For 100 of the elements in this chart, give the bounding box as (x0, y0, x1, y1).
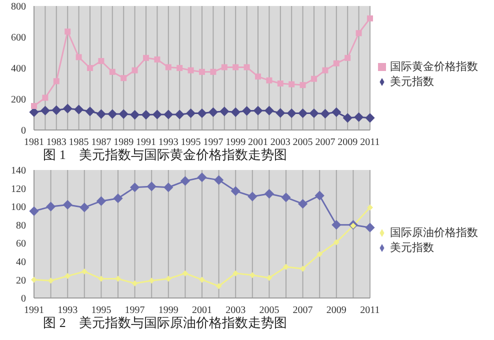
point (132, 280, 138, 286)
point (29, 206, 39, 216)
point (130, 182, 140, 192)
point (298, 199, 308, 209)
y-tick-label: 800 (11, 2, 26, 13)
y-tick-label: 120 (11, 184, 26, 195)
point (264, 188, 274, 199)
point (309, 108, 319, 118)
point (96, 196, 106, 206)
text: 图 2 美元指数与国际原油价格指数走势图 (43, 315, 287, 330)
point (248, 192, 258, 202)
x-tick-label: 1995 (180, 137, 201, 148)
point (199, 276, 205, 283)
point (311, 76, 317, 82)
point (53, 78, 60, 84)
point (109, 68, 116, 75)
y-tick-label: 0 (21, 126, 26, 137)
x-tick-label: 2005 (292, 137, 313, 148)
point (31, 276, 37, 283)
point (96, 109, 106, 119)
point (164, 110, 174, 120)
point (174, 110, 184, 120)
point (165, 64, 172, 70)
point (182, 270, 188, 276)
point (115, 276, 121, 282)
point (42, 94, 48, 101)
point (316, 251, 323, 258)
y-tick-label: 0 (21, 294, 26, 305)
point (230, 186, 240, 196)
point (64, 28, 71, 35)
x-tick-label: 2001 (192, 305, 212, 316)
point (31, 102, 37, 109)
x-tick-label: 2007 (292, 305, 313, 316)
point (132, 67, 138, 74)
point (300, 266, 306, 272)
point (214, 175, 224, 185)
y-tick-label: 80 (16, 220, 26, 232)
point (85, 106, 95, 116)
point (98, 58, 104, 64)
point (108, 109, 118, 119)
x-tick-label: 1983 (46, 137, 66, 148)
point (314, 190, 324, 200)
point (253, 106, 263, 116)
x-tick-label: 1993 (158, 137, 178, 148)
point (48, 278, 54, 284)
point (52, 105, 62, 115)
point (342, 113, 352, 123)
x-tick-label: 2011 (360, 137, 380, 148)
point (264, 106, 274, 116)
point (242, 106, 252, 116)
x-tick-label: 1999 (158, 305, 178, 316)
point (276, 108, 286, 118)
point (216, 283, 222, 290)
point (165, 276, 172, 282)
x-tick-label: 1993 (58, 305, 78, 316)
x-tick-label: 2011 (360, 305, 380, 316)
x-tick-label: 2009 (326, 305, 346, 316)
point (76, 54, 82, 60)
point (255, 74, 261, 80)
point (365, 222, 375, 232)
point (146, 182, 156, 192)
legend-label: 美元指数 (390, 76, 434, 88)
y-tick-label: 100 (11, 202, 26, 214)
y-tick-label: 200 (11, 94, 26, 106)
point (152, 110, 162, 120)
point (164, 182, 174, 192)
x-tick-label: 1991 (24, 305, 44, 316)
x-tick-label: 1999 (226, 137, 246, 148)
text: 图 1 美元指数与国际黄金价格指数走势图 (43, 147, 287, 162)
y-tick-label: 600 (11, 32, 26, 44)
x-tick-label: 1981 (24, 137, 44, 148)
point (148, 278, 155, 284)
point (176, 65, 183, 71)
point (300, 82, 306, 88)
x-tick-label: 1987 (91, 137, 112, 148)
y-tick-label: 400 (11, 64, 26, 75)
x-tick-label: 1995 (91, 305, 112, 316)
point (249, 272, 256, 278)
point (283, 264, 289, 270)
legend-label: 国际原油价格指数 (390, 227, 478, 239)
x-tick-label: 1997 (124, 305, 145, 316)
point (29, 107, 39, 117)
point (188, 67, 194, 74)
point (220, 106, 230, 116)
point (197, 108, 207, 118)
point (80, 202, 90, 212)
point (180, 176, 190, 186)
point (277, 80, 284, 86)
point (356, 30, 362, 36)
x-tick-label: 1985 (68, 137, 89, 148)
point (232, 270, 239, 276)
point (281, 192, 291, 202)
point (286, 108, 296, 118)
y-tick-label: 140 (11, 166, 26, 177)
x-tick-label: 2007 (315, 137, 336, 148)
x-tick-label: 2001 (248, 137, 268, 148)
point (186, 108, 196, 118)
y-tick-label: 20 (16, 275, 26, 286)
point (320, 108, 330, 119)
point (74, 104, 84, 114)
